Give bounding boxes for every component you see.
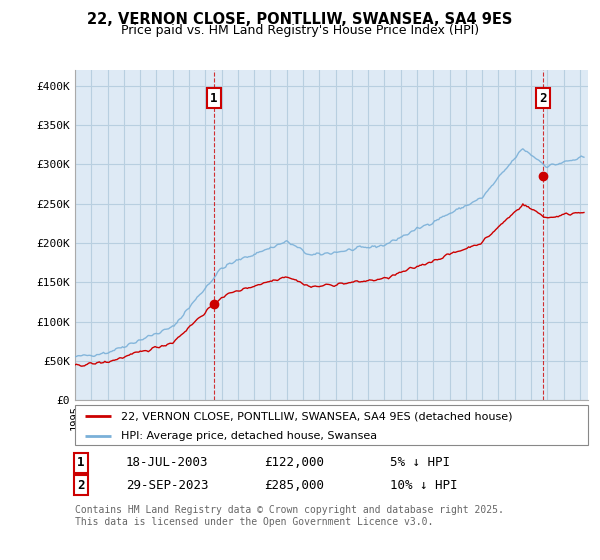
Text: 29-SEP-2023: 29-SEP-2023 xyxy=(126,479,209,492)
Text: 2: 2 xyxy=(77,479,85,492)
Text: 1: 1 xyxy=(77,456,85,469)
Text: £285,000: £285,000 xyxy=(264,479,324,492)
Text: Contains HM Land Registry data © Crown copyright and database right 2025.
This d: Contains HM Land Registry data © Crown c… xyxy=(75,505,504,527)
Text: 18-JUL-2003: 18-JUL-2003 xyxy=(126,456,209,469)
Text: 1: 1 xyxy=(211,92,218,105)
Text: Price paid vs. HM Land Registry's House Price Index (HPI): Price paid vs. HM Land Registry's House … xyxy=(121,24,479,37)
FancyBboxPatch shape xyxy=(75,405,588,445)
Text: HPI: Average price, detached house, Swansea: HPI: Average price, detached house, Swan… xyxy=(121,431,377,441)
Text: 5% ↓ HPI: 5% ↓ HPI xyxy=(390,456,450,469)
Text: 22, VERNON CLOSE, PONTLLIW, SWANSEA, SA4 9ES: 22, VERNON CLOSE, PONTLLIW, SWANSEA, SA4… xyxy=(88,12,512,27)
Text: 2: 2 xyxy=(539,92,547,105)
Text: £122,000: £122,000 xyxy=(264,456,324,469)
Text: 22, VERNON CLOSE, PONTLLIW, SWANSEA, SA4 9ES (detached house): 22, VERNON CLOSE, PONTLLIW, SWANSEA, SA4… xyxy=(121,411,512,421)
Text: 10% ↓ HPI: 10% ↓ HPI xyxy=(390,479,458,492)
